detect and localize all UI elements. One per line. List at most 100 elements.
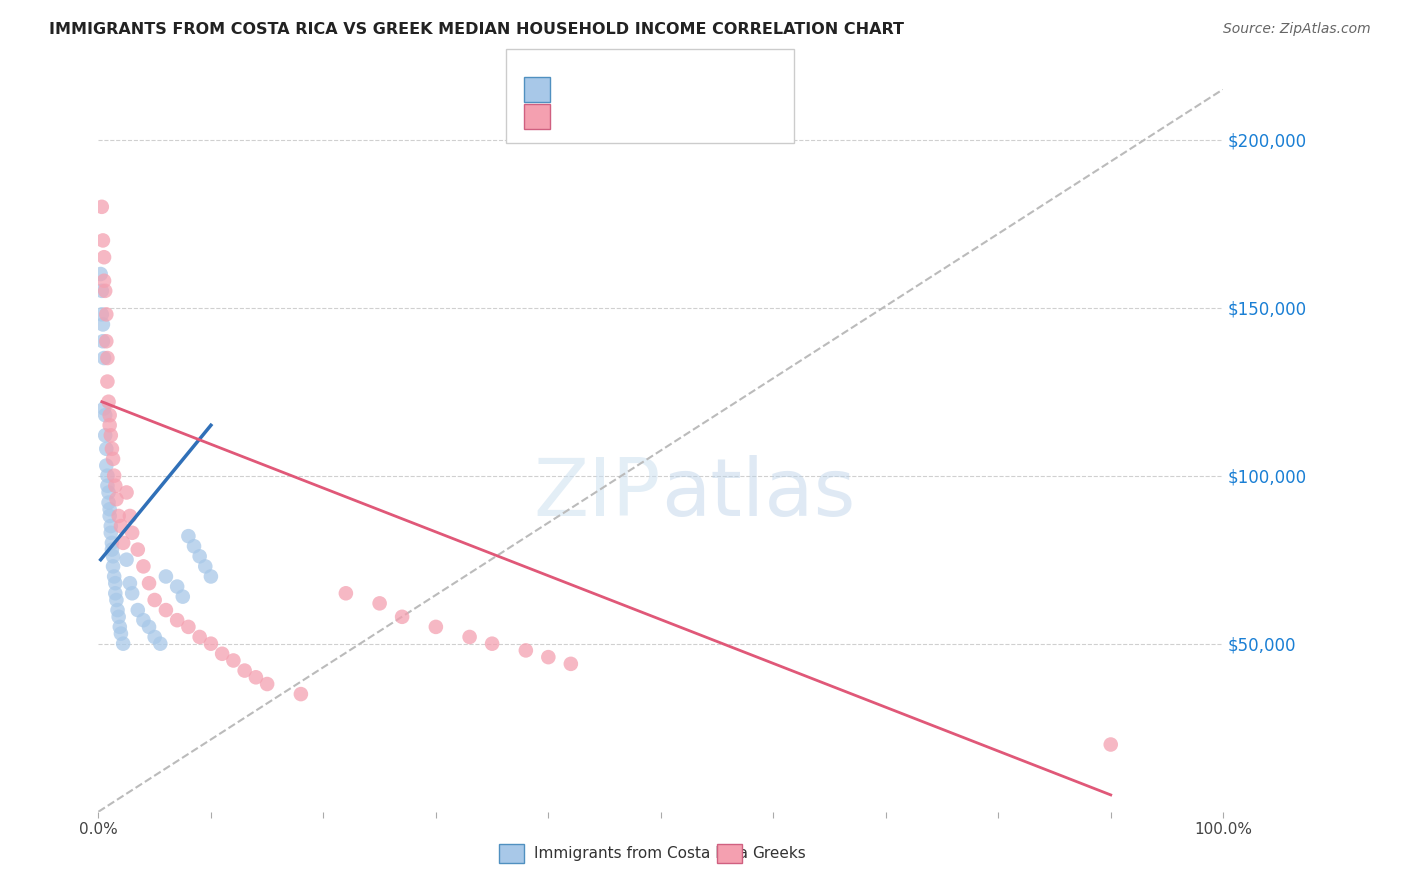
Point <box>335 586 357 600</box>
Text: 49: 49 <box>697 110 720 124</box>
Point <box>112 637 135 651</box>
Text: IMMIGRANTS FROM COSTA RICA VS GREEK MEDIAN HOUSEHOLD INCOME CORRELATION CHART: IMMIGRANTS FROM COSTA RICA VS GREEK MEDI… <box>49 22 904 37</box>
Point <box>166 580 188 594</box>
Point <box>166 613 188 627</box>
Point <box>100 428 122 442</box>
Text: 0.170: 0.170 <box>599 82 650 96</box>
Point <box>132 613 155 627</box>
Point <box>101 549 124 564</box>
Point <box>108 620 131 634</box>
Point <box>96 375 118 389</box>
Point <box>96 351 118 365</box>
Point <box>143 593 166 607</box>
Point <box>104 576 127 591</box>
Point <box>458 630 481 644</box>
Point <box>138 620 160 634</box>
Point <box>155 569 177 583</box>
Point <box>93 351 115 365</box>
Point <box>101 559 124 574</box>
Point <box>200 637 222 651</box>
Point <box>98 418 121 433</box>
Point <box>194 559 217 574</box>
Point <box>100 525 122 540</box>
Point <box>110 519 132 533</box>
Text: Greeks: Greeks <box>752 847 806 861</box>
Text: ZIP: ZIP <box>533 455 661 533</box>
Point <box>110 626 132 640</box>
Point <box>97 485 120 500</box>
Point <box>104 586 127 600</box>
Point <box>172 590 194 604</box>
Point <box>1099 738 1122 752</box>
Point <box>245 670 267 684</box>
Point <box>91 234 114 248</box>
Point <box>90 267 112 281</box>
Point <box>118 508 141 523</box>
Point <box>155 603 177 617</box>
Text: R =: R = <box>560 82 595 96</box>
Point <box>425 620 447 634</box>
Point <box>177 620 200 634</box>
Text: 48: 48 <box>697 82 720 96</box>
Point <box>93 401 115 416</box>
Point <box>256 677 278 691</box>
Point <box>143 630 166 644</box>
Point <box>290 687 312 701</box>
Point <box>211 647 233 661</box>
Point <box>560 657 582 671</box>
Point <box>98 408 121 422</box>
Point <box>90 307 112 321</box>
Point <box>96 468 118 483</box>
Point <box>103 569 125 583</box>
Point <box>537 650 560 665</box>
Point <box>103 468 125 483</box>
Point <box>107 603 129 617</box>
Point <box>368 596 391 610</box>
Point <box>481 637 503 651</box>
Point <box>94 428 117 442</box>
Point <box>233 664 256 678</box>
Point <box>93 250 115 264</box>
Point <box>105 492 128 507</box>
Point <box>94 284 117 298</box>
Text: Immigrants from Costa Rica: Immigrants from Costa Rica <box>534 847 748 861</box>
Text: atlas: atlas <box>661 455 855 533</box>
Text: -0.525: -0.525 <box>591 110 648 124</box>
Point <box>101 542 124 557</box>
Point <box>132 559 155 574</box>
Point <box>90 284 112 298</box>
Point <box>177 529 200 543</box>
Point <box>115 485 138 500</box>
Point <box>101 451 124 466</box>
Point <box>121 586 143 600</box>
Point <box>94 408 117 422</box>
Point <box>100 519 122 533</box>
Point <box>222 653 245 667</box>
Point <box>96 479 118 493</box>
Point <box>101 536 124 550</box>
Text: N =: N = <box>661 110 697 124</box>
Text: N =: N = <box>661 82 697 96</box>
Point <box>127 542 149 557</box>
Point <box>112 536 135 550</box>
Point <box>104 479 127 493</box>
Point <box>97 394 120 409</box>
Point <box>96 442 118 456</box>
Point <box>98 502 121 516</box>
Point <box>188 630 211 644</box>
Point <box>127 603 149 617</box>
Point <box>97 495 120 509</box>
Point <box>115 552 138 566</box>
Point <box>91 334 114 349</box>
Point <box>96 307 118 321</box>
Point <box>107 609 129 624</box>
Point <box>105 593 128 607</box>
Text: Source: ZipAtlas.com: Source: ZipAtlas.com <box>1223 22 1371 37</box>
Point <box>98 508 121 523</box>
Point <box>96 334 118 349</box>
Point <box>90 200 112 214</box>
Point <box>200 569 222 583</box>
Point <box>91 318 114 332</box>
Point <box>149 637 172 651</box>
Point <box>138 576 160 591</box>
